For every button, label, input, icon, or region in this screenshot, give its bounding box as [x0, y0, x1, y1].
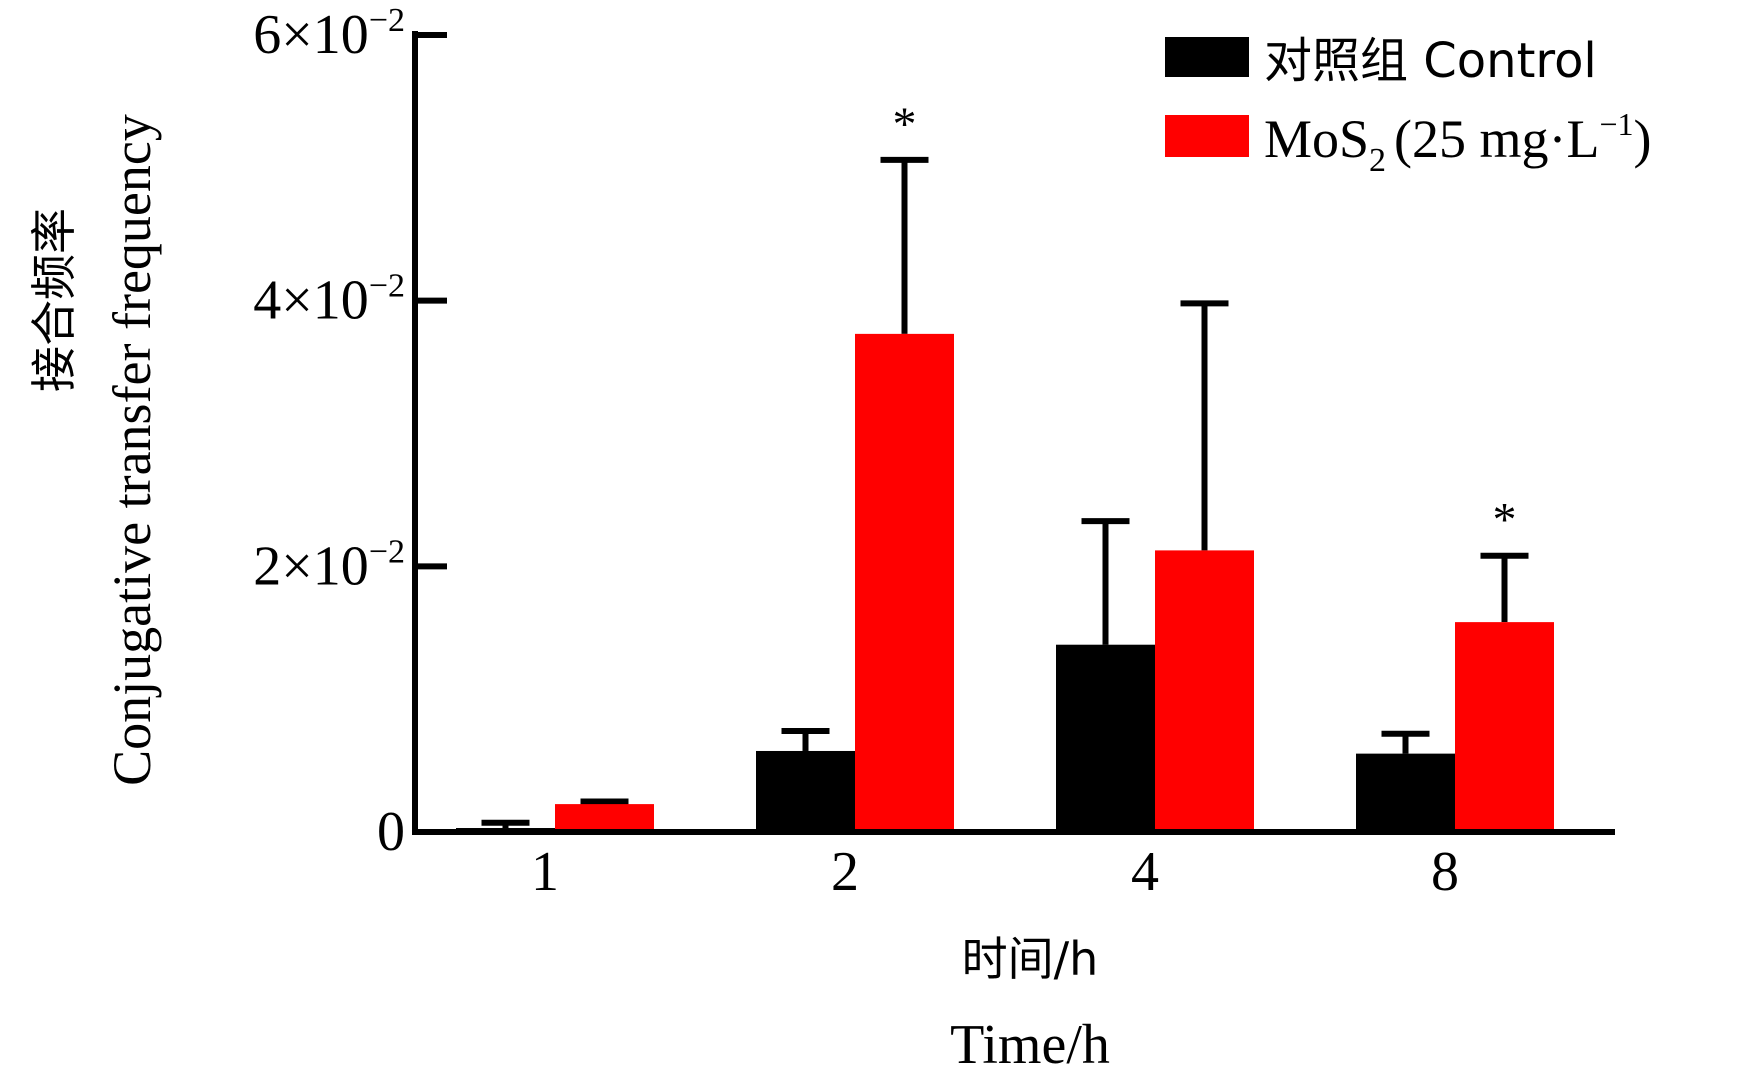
x-axis-label-cn: 时间/h — [962, 932, 1099, 986]
y-axis-label-cn: 接合频率 — [27, 208, 81, 392]
plot-area: 1 2 4 8 * * 0 2×10−2 4×10−2 6×10−2 — [253, 2, 1615, 903]
legend-label-control: 对照组 Control — [1264, 33, 1597, 89]
significance-marker: * — [893, 98, 917, 151]
x-tick-label: 4 — [1131, 841, 1159, 903]
bar-control — [756, 750, 855, 832]
bar-control — [1056, 644, 1155, 832]
y-tick-label: 4×10−2 — [253, 268, 405, 332]
x-axis-label-en: Time/h — [950, 1014, 1110, 1076]
legend-mos2-close: ) — [1634, 109, 1652, 169]
bar-mos2 — [555, 804, 654, 832]
bar-control — [1356, 753, 1455, 832]
significance-marker: * — [1493, 494, 1517, 547]
y-tick-label: 6×10−2 — [253, 2, 405, 66]
legend-mos2-rest: (25 mg·L — [1394, 109, 1599, 169]
x-tick-label: 8 — [1431, 841, 1459, 903]
legend: 对照组 Control MoS2 (25 mg·L−1) — [1165, 33, 1652, 179]
bar-mos2 — [855, 333, 954, 832]
bar-mos2 — [1155, 550, 1254, 832]
x-tick-label: 1 — [531, 841, 559, 903]
legend-swatch-control — [1165, 37, 1249, 77]
y-tick-label: 0 — [377, 801, 405, 863]
x-tick-label: 2 — [831, 841, 859, 903]
y-axis-label-en: Conjugative transfer frequency — [102, 114, 162, 786]
legend-label-mos2: MoS2 (25 mg·L−1) — [1264, 106, 1652, 179]
legend-swatch-mos2 — [1165, 115, 1249, 157]
legend-mos2-sub: 2 — [1369, 142, 1386, 179]
legend-mos2-sup: −1 — [1600, 106, 1634, 142]
legend-mos2-main: MoS — [1264, 109, 1369, 169]
y-tick-label: 2×10−2 — [253, 533, 405, 597]
bar-mos2 — [1455, 622, 1554, 832]
